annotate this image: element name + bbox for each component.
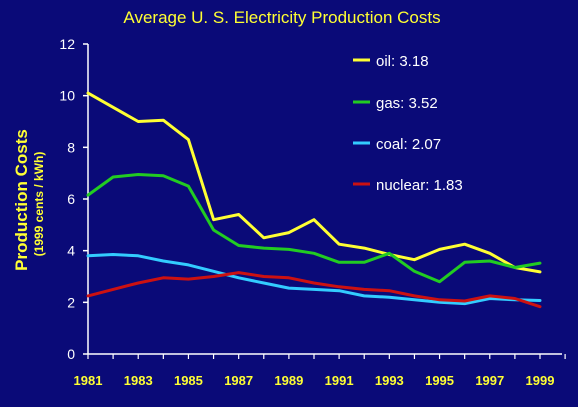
y-axis-label: Production Costs	[12, 129, 31, 271]
y-tick-label: 6	[67, 191, 75, 207]
x-tick-label: 1981	[74, 373, 103, 388]
legend-label-coal: coal: 2.07	[376, 136, 441, 153]
y-tick-label: 8	[67, 139, 75, 155]
series-line-oil	[86, 91, 542, 274]
x-tick-label: 1985	[174, 373, 203, 388]
x-tick-label: 1991	[325, 373, 354, 388]
y-tick-label: 10	[59, 88, 75, 104]
x-tick-label: 1983	[124, 373, 153, 388]
y-tick-label: 2	[67, 294, 75, 310]
legend-label-oil: oil: 3.18	[376, 53, 429, 70]
x-tick-label: 1997	[475, 373, 504, 388]
series-line-coal	[86, 253, 542, 306]
x-tick-label: 1999	[526, 373, 555, 388]
chart-title: Average U. S. Electricity Production Cos…	[123, 8, 440, 27]
x-tick-label: 1993	[375, 373, 404, 388]
y-tick-label: 4	[67, 243, 75, 259]
y-tick-label: 12	[59, 36, 75, 52]
series-line-nuclear	[86, 271, 542, 309]
legend-label-nuclear: nuclear: 1.83	[376, 177, 463, 194]
y-tick-label: 0	[67, 346, 75, 362]
x-tick-label: 1995	[425, 373, 454, 388]
legend: oil: 3.18 gas: 3.52 coal: 2.07 nuclear: 1.8…	[353, 53, 463, 194]
legend-label-gas: gas: 3.52	[376, 95, 438, 112]
series-lines	[86, 91, 542, 309]
x-tick-label: 1987	[224, 373, 253, 388]
series-line-gas	[86, 173, 542, 284]
axes: 0 2 4 6 8 10 12 1981 1983 1985 1987 1989 1991 1993 199…	[59, 36, 566, 388]
y-axis-sublabel: (1999 cents / kWh)	[32, 152, 46, 257]
x-tick-label: 1989	[274, 373, 303, 388]
